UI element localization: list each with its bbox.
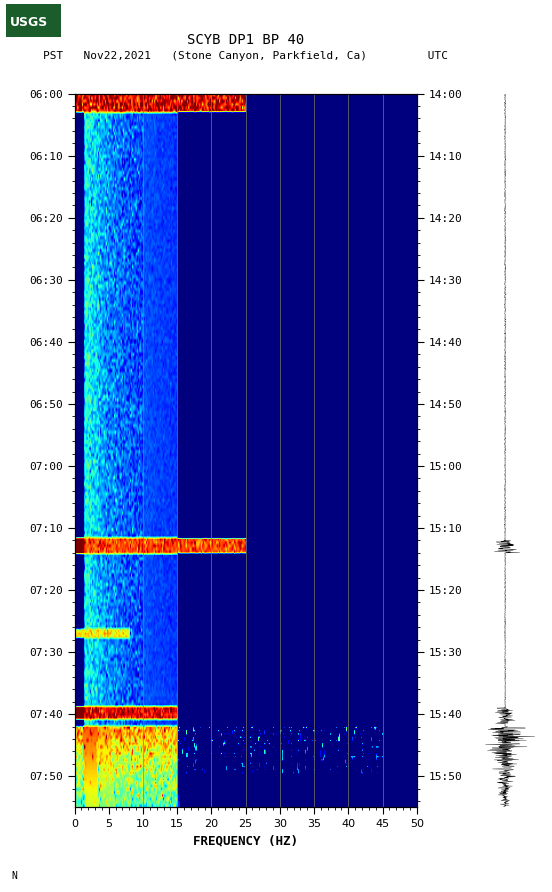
Text: N: N: [11, 871, 17, 880]
Text: SCYB DP1 BP 40: SCYB DP1 BP 40: [187, 33, 304, 47]
Text: USGS: USGS: [10, 16, 48, 29]
Text: PST   Nov22,2021   (Stone Canyon, Parkfield, Ca)         UTC: PST Nov22,2021 (Stone Canyon, Parkfield,…: [43, 51, 448, 62]
X-axis label: FREQUENCY (HZ): FREQUENCY (HZ): [193, 835, 298, 847]
FancyBboxPatch shape: [6, 4, 61, 37]
